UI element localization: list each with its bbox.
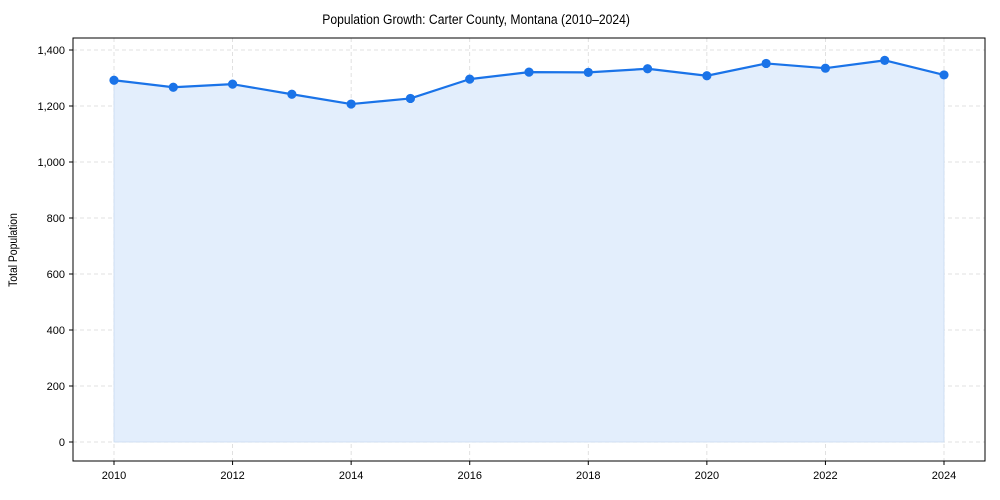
- data-point: [761, 58, 771, 69]
- plot-frame: [72, 37, 986, 462]
- x-tick-label: 2010: [102, 470, 126, 482]
- data-point: [109, 75, 119, 85]
- x-tick-label: 2016: [457, 470, 481, 482]
- y-tick-label: 400: [47, 325, 65, 337]
- data-points: [109, 55, 949, 109]
- x-tick-label: 2024: [932, 470, 956, 482]
- data-point: [346, 99, 356, 109]
- y-tick-label: 800: [47, 213, 65, 225]
- data-point: [642, 64, 653, 74]
- data-point: [168, 82, 178, 92]
- data-point: [820, 63, 831, 73]
- x-axis: 2010 2012 2014 2016 2018 2020 2022 2024: [102, 461, 956, 482]
- x-tick-label: 2012: [220, 470, 244, 482]
- data-point: [524, 67, 534, 77]
- y-tick-label: 1,400: [37, 45, 65, 57]
- data-point: [583, 67, 593, 77]
- x-tick-label: 2022: [813, 470, 837, 482]
- data-point: [880, 55, 890, 65]
- data-point: [405, 93, 416, 104]
- data-point: [702, 71, 712, 81]
- y-tick-label: 1,000: [37, 157, 65, 169]
- x-tick-label: 2018: [576, 470, 600, 482]
- y-axis: 0 200 400 600 800 1,000 1,200 1,400: [37, 45, 73, 449]
- data-point: [939, 70, 949, 80]
- chart-title: Population Growth: Carter County, Montan…: [322, 12, 630, 27]
- data-point: [465, 74, 475, 84]
- x-tick-label: 2020: [695, 470, 719, 482]
- y-tick-label: 1,200: [37, 101, 65, 113]
- x-tick-label: 2014: [339, 470, 363, 482]
- data-point: [287, 89, 297, 99]
- y-tick-label: 200: [47, 381, 65, 393]
- area-fill: [113, 59, 945, 443]
- data-point: [227, 79, 238, 89]
- y-tick-label: 600: [47, 269, 65, 281]
- y-tick-label: 0: [59, 437, 65, 449]
